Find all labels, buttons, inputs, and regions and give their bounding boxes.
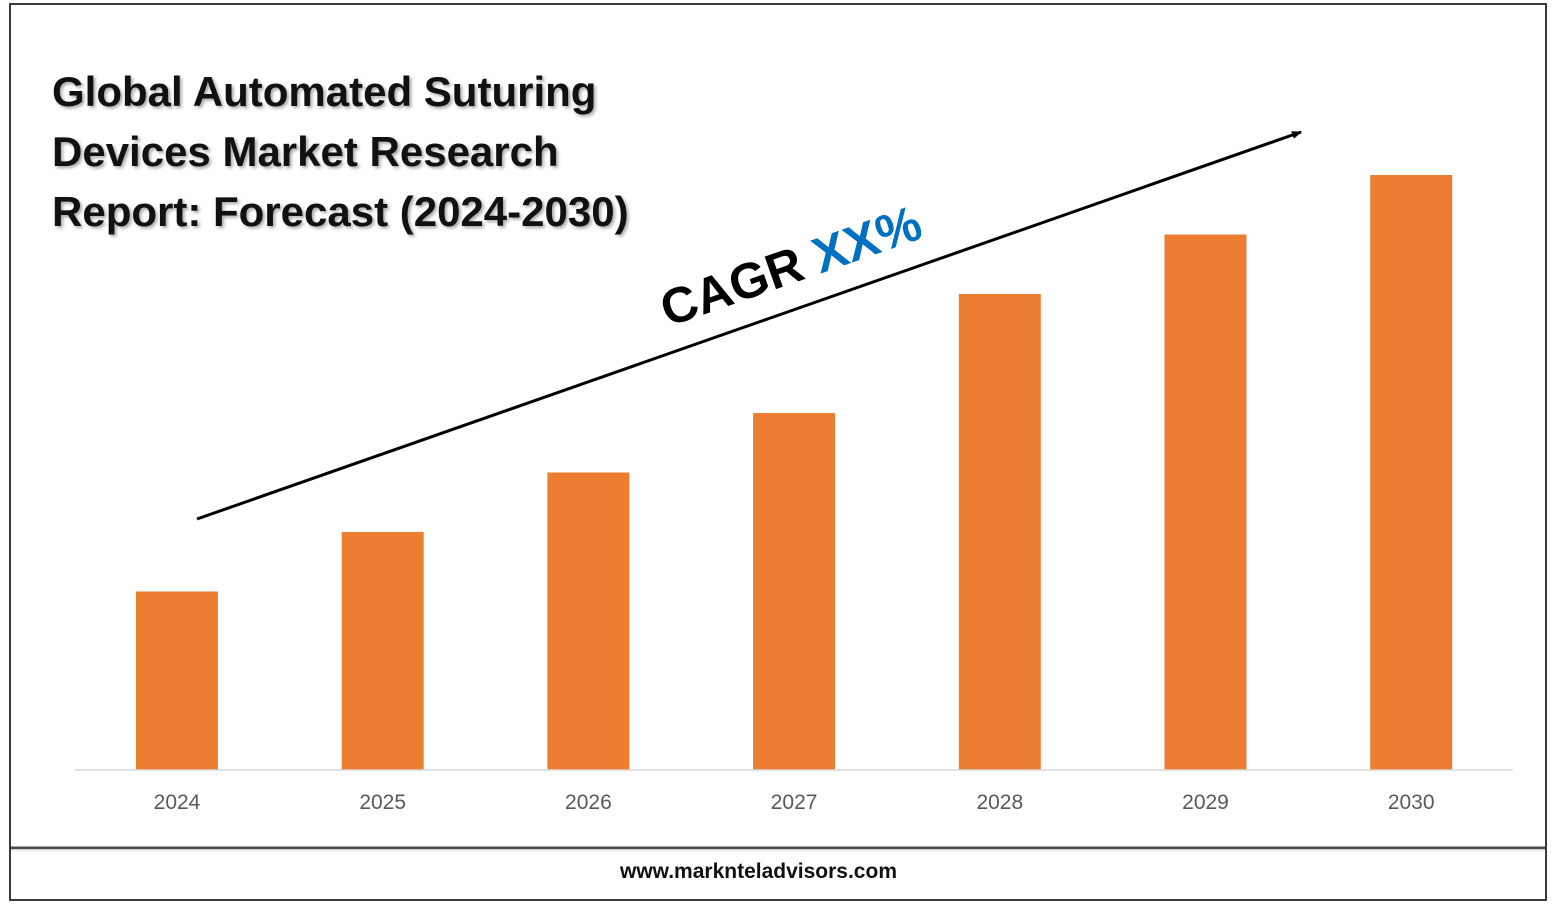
cagr-label: CAGR [653,236,810,338]
footer-divider [11,847,1545,849]
x-tick-label-2030: 2030 [1388,791,1435,814]
x-tick-label-2025: 2025 [359,791,406,814]
footer-website: www.marknteladvisors.com [620,860,897,883]
bar-2030 [1370,175,1453,770]
chart-title-line-3: Report: Forecast (2024-2030) [52,188,629,235]
chart-title: Global Automated Suturing Devices Market… [52,62,692,242]
x-tick-label-2029: 2029 [1182,791,1229,814]
footer-divider-shadow [11,846,1545,852]
trend-arrow [196,130,1302,521]
bar-2027 [753,413,836,770]
bar-2028 [958,294,1041,770]
x-tick-label-2027: 2027 [771,791,818,814]
bar-2024 [136,591,218,770]
bar-2026 [547,472,630,770]
x-axis-tick-labels: 2024 2025 2026 2027 2028 2029 2030 [154,791,1435,814]
bar-2025 [341,532,424,770]
chart-title-line-1: Global Automated Suturing [52,68,597,115]
bar-series [136,175,1453,770]
x-tick-label-2026: 2026 [565,791,612,814]
cagr-value: XX% [805,195,928,285]
bar-2029 [1164,234,1247,770]
cagr-annotation: CAGR XX% [653,195,929,338]
x-tick-label-2024: 2024 [154,791,201,814]
chart-title-line-2: Devices Market Research [52,128,559,175]
x-tick-label-2028: 2028 [976,791,1023,814]
